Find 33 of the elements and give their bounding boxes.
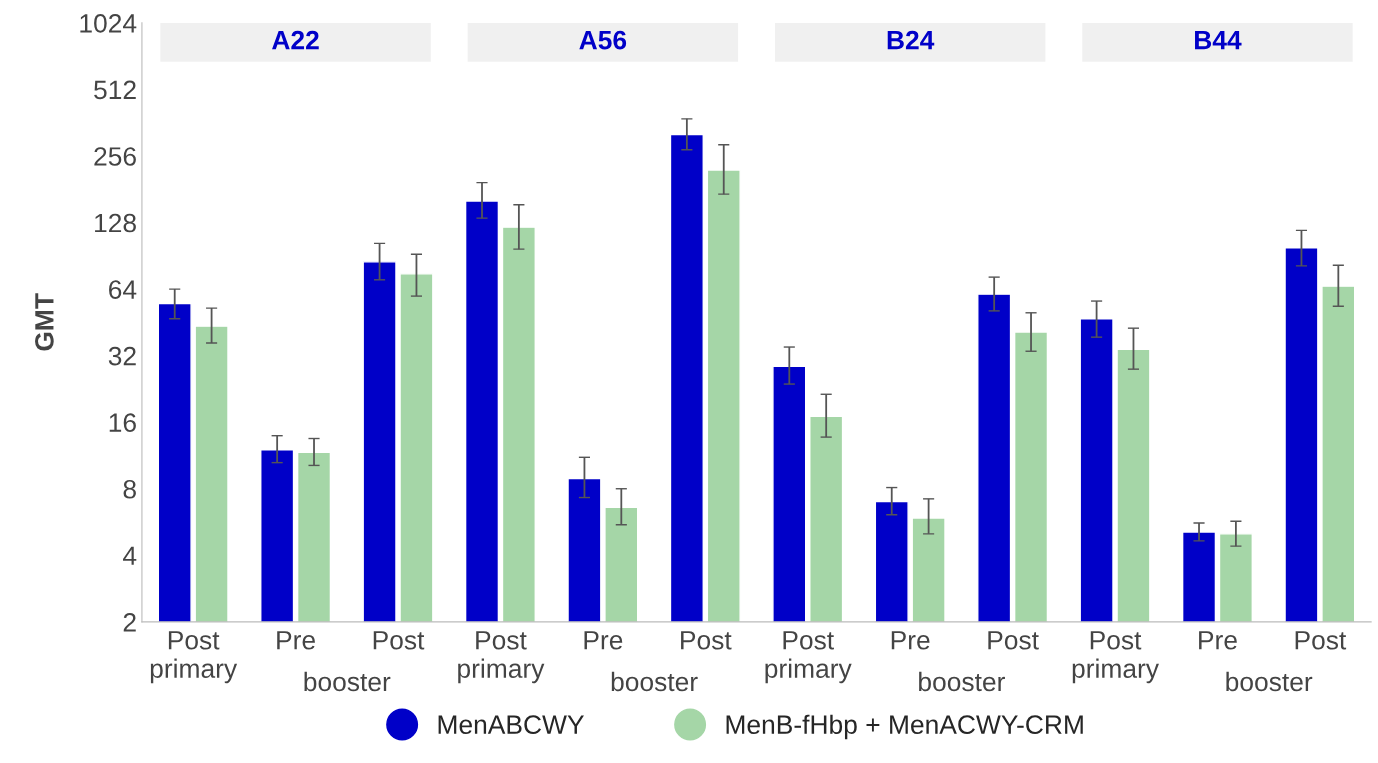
y-tick-label: 128 [95,213,136,233]
annotation: A56 [579,30,627,50]
x-tick-label: Pre [891,631,930,650]
y-tick-label: 2 [123,612,136,632]
y-tick-label: 8 [123,479,136,499]
x-tick-label: Post [373,631,425,650]
x-tick-label: Post [988,631,1039,650]
y-tick-label: 256 [94,147,136,166]
text: booster [611,671,698,692]
x-tick-label: Pre [1199,631,1237,650]
annotation: B44 [1195,31,1242,50]
x-tick-label: Post primary [458,631,545,684]
legend-label: MenB-fHbp + MenACWY-CRM [726,714,1083,740]
y-tick-label: 4 [123,546,137,565]
y-tick-label: 32 [108,346,136,366]
x-tick-label: Post primary [1072,631,1159,684]
text: booster [1226,671,1313,692]
y-tick-label: 16 [109,413,136,433]
legend-label: MenABCWY [438,715,584,735]
y-tick-label: 64 [109,280,137,299]
x-tick-label: Pre [584,631,623,650]
x-tick-label: Pre [277,631,315,650]
annotation: B24 [887,30,935,50]
y-tick-label: 1024 [80,14,137,33]
text: booster [304,671,391,692]
annotation: A22 [272,30,319,50]
text: booster [919,671,1005,692]
x-tick-label: Post primary [765,631,852,684]
x-tick-label: Post primary [150,631,238,684]
x-tick-label: Post [1295,631,1347,650]
y-tick-label: 512 [94,80,136,100]
x-tick-label: Post [681,631,732,650]
y-axis-title: GMT [35,293,54,351]
